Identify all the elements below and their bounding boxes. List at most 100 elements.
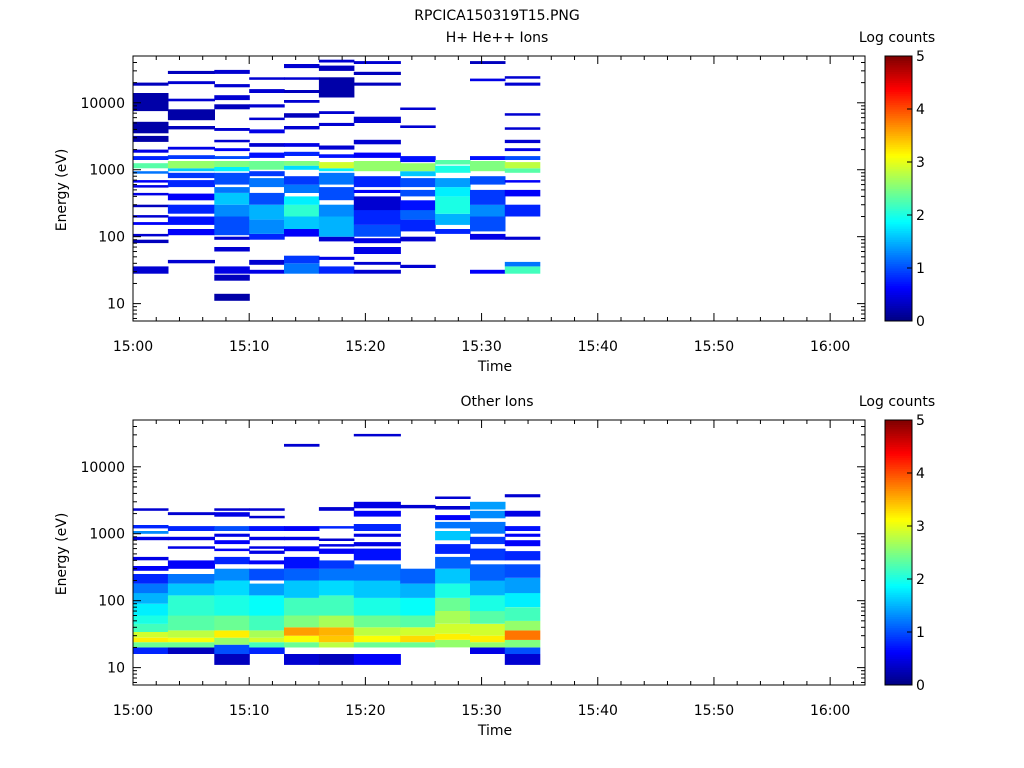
x-tick-label: 16:00 bbox=[810, 339, 850, 355]
heatmap-cell bbox=[167, 81, 215, 85]
heatmap-cell bbox=[504, 266, 541, 274]
heatmap-cell bbox=[353, 580, 401, 598]
colorbar-step bbox=[885, 678, 912, 682]
heatmap-cell bbox=[214, 236, 250, 240]
heatmap-cell bbox=[133, 204, 169, 208]
colorbar-step bbox=[885, 638, 912, 642]
heatmap-cell bbox=[435, 160, 471, 165]
colorbar-step bbox=[885, 649, 912, 653]
colorbar-step bbox=[885, 640, 912, 644]
heatmap-cell bbox=[353, 615, 401, 628]
heatmap-cell bbox=[249, 178, 285, 188]
heatmap-cell bbox=[167, 161, 215, 169]
colorbar-step bbox=[885, 583, 912, 587]
heatmap-cell bbox=[214, 204, 250, 217]
heatmap-cell bbox=[504, 82, 541, 86]
colorbar-step bbox=[885, 598, 912, 602]
colorbar-step bbox=[885, 442, 912, 445]
heatmap-cell bbox=[400, 583, 436, 598]
colorbar-step bbox=[885, 312, 912, 315]
heatmap-cell bbox=[249, 647, 285, 654]
colorbar-step bbox=[885, 82, 912, 86]
heatmap-cell bbox=[435, 623, 471, 634]
colorbar-step bbox=[885, 67, 912, 70]
heatmap-cell bbox=[504, 577, 541, 594]
heatmap-cell bbox=[133, 149, 169, 153]
heatmap-cell bbox=[249, 77, 285, 80]
heatmap-cell bbox=[284, 615, 320, 628]
heatmap-cell bbox=[353, 654, 401, 665]
colorbar-step bbox=[885, 420, 912, 423]
colorbar-step bbox=[885, 58, 912, 61]
colorbar-step bbox=[885, 680, 912, 684]
colorbar-step bbox=[885, 658, 912, 662]
colorbar-step bbox=[885, 453, 912, 456]
heatmap-cell bbox=[249, 269, 285, 274]
colorbar-frame bbox=[884, 55, 913, 322]
colorbar-step bbox=[885, 481, 912, 485]
colorbar-step bbox=[885, 537, 912, 540]
colorbar-step bbox=[885, 643, 912, 646]
x-tick-label: 15:10 bbox=[229, 339, 269, 355]
colorbar-step bbox=[885, 541, 912, 545]
heatmap-cell bbox=[133, 121, 169, 134]
x-tick-label: 15:40 bbox=[578, 703, 618, 719]
heatmap-cell bbox=[400, 171, 436, 177]
colorbar-step bbox=[885, 106, 912, 110]
colorbar-step bbox=[885, 605, 912, 609]
colorbar-step bbox=[885, 71, 912, 75]
heatmap-cell bbox=[167, 180, 215, 188]
heatmap-cell bbox=[504, 647, 541, 654]
heatmap-cell bbox=[249, 536, 285, 541]
colorbar-step bbox=[885, 550, 912, 553]
heatmap-cell bbox=[249, 129, 285, 134]
heatmap-cell bbox=[504, 139, 541, 144]
heatmap-cell bbox=[284, 77, 320, 80]
colorbar-step bbox=[885, 239, 912, 242]
heatmap-cell bbox=[435, 178, 471, 188]
colorbar-step bbox=[885, 528, 912, 531]
heatmap-cell bbox=[400, 210, 436, 220]
colorbar-step bbox=[885, 623, 912, 626]
heatmap-cell bbox=[470, 611, 506, 624]
colorbar-step bbox=[885, 629, 912, 633]
heatmap-cell bbox=[167, 146, 215, 150]
heatmap-cell bbox=[353, 161, 401, 172]
colorbar-step bbox=[885, 203, 912, 207]
heatmap-cell bbox=[353, 433, 401, 437]
heatmap-cell bbox=[353, 542, 401, 547]
heatmap-cell bbox=[504, 261, 541, 267]
colorbar-step bbox=[885, 596, 912, 600]
colorbar-step bbox=[885, 256, 912, 260]
heatmap-cell bbox=[353, 642, 401, 648]
colorbar-step bbox=[885, 305, 912, 309]
colorbar-step bbox=[885, 221, 912, 225]
heatmap-cell bbox=[249, 89, 285, 93]
heatmap-cell bbox=[400, 635, 436, 643]
heatmap-cell bbox=[504, 168, 541, 173]
heatmap-cell bbox=[214, 274, 250, 281]
heatmap-cell bbox=[133, 185, 169, 188]
heatmap-cell bbox=[249, 615, 285, 631]
colorbar-step bbox=[885, 570, 912, 573]
heatmap-cell bbox=[284, 229, 320, 237]
colorbar-step bbox=[885, 109, 912, 112]
colorbar-step bbox=[885, 197, 912, 201]
heatmap-cells bbox=[133, 433, 541, 665]
colorbar-step bbox=[885, 80, 912, 83]
y-tick-label: 100 bbox=[98, 594, 125, 610]
heatmap-cell bbox=[400, 163, 436, 172]
heatmap-cell bbox=[214, 568, 250, 581]
colorbar-step bbox=[885, 243, 912, 247]
colorbar-step bbox=[885, 228, 912, 231]
heatmap-cell bbox=[400, 156, 436, 163]
panel-h-he-ions: H+ He++ Ions Log counts Energy (eV) Time… bbox=[54, 30, 935, 375]
heatmap-cell bbox=[214, 580, 250, 596]
heatmap-cell bbox=[249, 152, 285, 158]
heatmap-cell bbox=[470, 161, 506, 172]
heatmap-cell bbox=[133, 239, 169, 244]
heatmap-cell bbox=[470, 176, 506, 185]
heatmap-cell bbox=[353, 635, 401, 643]
colorbar-tick-label: 3 bbox=[916, 519, 925, 535]
heatmap-cell bbox=[167, 526, 215, 531]
